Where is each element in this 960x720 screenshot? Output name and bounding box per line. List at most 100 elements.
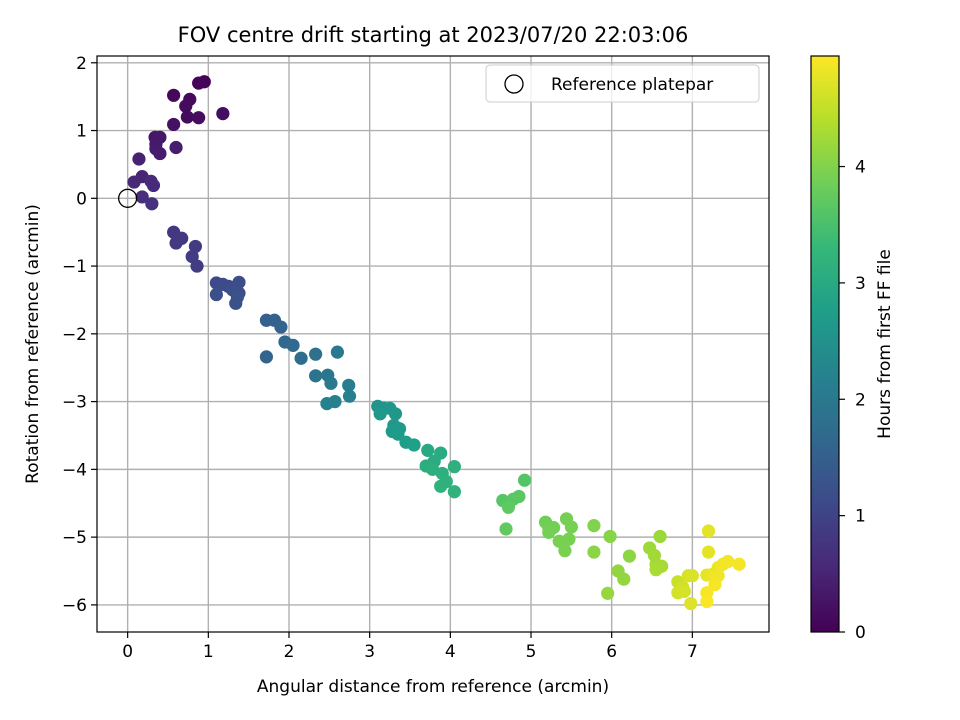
data-point — [677, 584, 691, 598]
data-point — [517, 473, 532, 487]
data-point — [169, 236, 183, 250]
data-point — [701, 524, 716, 538]
grid-lines — [97, 56, 769, 632]
data-point — [192, 111, 206, 125]
data-point — [132, 152, 146, 166]
legend-box — [485, 64, 760, 103]
y-axis-ticks: 2 1 0 −1 −2 −3 −4 −5 −6 — [62, 54, 97, 616]
data-point — [190, 259, 204, 273]
data-point — [421, 443, 435, 457]
data-point — [286, 338, 300, 352]
y-tick-label: −6 — [62, 596, 87, 616]
data-point — [732, 557, 746, 571]
colorbar-ticks: 0 1 2 3 4 — [839, 158, 866, 643]
data-point — [169, 140, 183, 155]
data-point — [330, 345, 345, 359]
data-point — [499, 522, 513, 536]
x-tick-label: 0 — [122, 642, 133, 662]
data-point — [558, 544, 572, 558]
data-point — [587, 519, 601, 533]
data-points — [127, 75, 746, 611]
y-tick-label: 1 — [76, 122, 87, 142]
data-point — [146, 178, 161, 193]
y-tick-label: 0 — [76, 189, 87, 209]
data-point — [373, 407, 387, 421]
data-point — [153, 146, 167, 161]
colorbar-label: Hours from first FF file — [875, 249, 895, 439]
data-point — [388, 407, 403, 421]
legend-entry: Reference platepar — [551, 75, 713, 95]
data-point — [294, 351, 308, 365]
data-point — [391, 427, 405, 441]
x-tick-label: 5 — [526, 642, 537, 662]
data-point — [512, 489, 526, 504]
y-tick-label: −5 — [62, 528, 87, 548]
reference-marker-group — [118, 188, 138, 208]
y-tick-label: −4 — [62, 460, 87, 480]
y-tick-label: 2 — [76, 54, 87, 74]
data-point — [188, 239, 203, 254]
data-point — [145, 197, 159, 211]
x-axis-label: Angular distance from reference (arcmin) — [257, 677, 609, 697]
data-point — [407, 438, 421, 452]
data-point — [601, 586, 615, 600]
data-point — [216, 107, 230, 121]
data-point — [653, 529, 667, 544]
data-point — [700, 594, 714, 609]
colorbar-tick-label: 1 — [855, 507, 866, 527]
data-point — [721, 554, 735, 569]
colorbar-tick-label: 4 — [855, 158, 866, 178]
data-point — [192, 76, 206, 90]
y-axis-label: Rotation from reference (arcmin) — [23, 204, 43, 484]
colorbar-tick-label: 3 — [855, 274, 866, 294]
data-point — [179, 99, 193, 113]
x-tick-label: 1 — [203, 642, 214, 662]
colorbar-tick-label: 2 — [855, 390, 866, 410]
legend: Reference platepar — [485, 64, 760, 103]
data-point — [603, 529, 617, 544]
reference-marker — [118, 188, 138, 208]
data-point — [167, 88, 181, 102]
legend-marker-icon — [504, 74, 524, 94]
y-tick-label: −2 — [62, 325, 87, 345]
data-point — [701, 545, 716, 559]
data-point — [180, 110, 194, 124]
data-point — [342, 389, 357, 403]
data-point — [447, 460, 461, 474]
y-tick-label: −3 — [62, 393, 87, 413]
data-point — [622, 549, 637, 563]
data-point — [320, 397, 334, 411]
data-point — [274, 320, 288, 334]
x-tick-label: 4 — [445, 642, 456, 662]
data-point — [259, 350, 274, 364]
x-tick-label: 6 — [606, 642, 617, 662]
x-tick-label: 3 — [364, 642, 375, 662]
colorbar-fill — [811, 56, 839, 632]
data-point — [447, 485, 461, 499]
data-point — [135, 190, 149, 204]
data-point — [309, 369, 323, 383]
data-point — [564, 520, 578, 534]
data-point — [617, 572, 631, 586]
data-point — [342, 378, 356, 392]
data-point — [501, 500, 516, 514]
x-axis-ticks: 0 1 2 3 4 5 6 7 — [122, 632, 698, 662]
data-point — [324, 376, 338, 390]
colorbar-frame — [810, 55, 840, 633]
data-point — [649, 563, 663, 577]
y-tick-label: −1 — [62, 257, 87, 277]
data-point — [685, 569, 699, 583]
data-point — [684, 596, 698, 611]
data-point — [229, 296, 243, 310]
plot-frame — [96, 55, 770, 633]
colorbar-tick-label: 0 — [855, 623, 866, 643]
chart-title: FOV centre drift starting at 2023/07/20 … — [178, 23, 689, 47]
x-tick-label: 7 — [687, 642, 698, 662]
data-point — [708, 577, 722, 592]
data-point — [434, 479, 448, 493]
data-point — [542, 525, 556, 539]
data-point — [167, 117, 181, 132]
data-point — [562, 532, 576, 546]
x-tick-label: 2 — [284, 642, 295, 662]
